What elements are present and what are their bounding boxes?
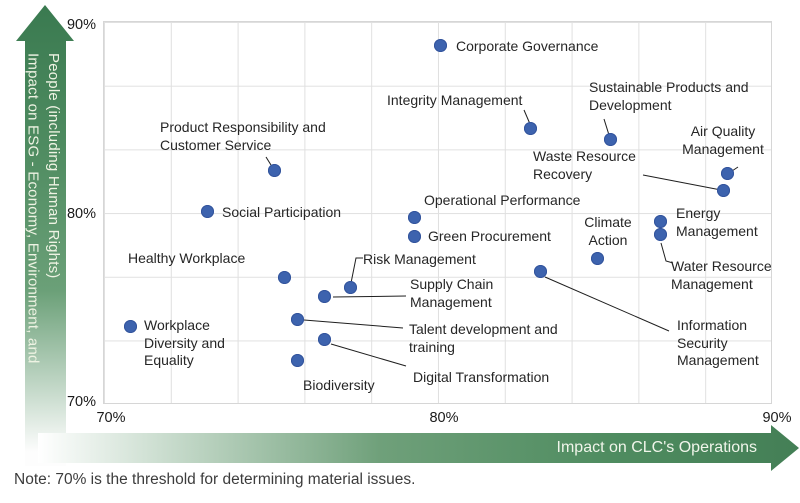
point-label-talent-development-and-training: Talent development and training <box>409 321 558 355</box>
leader-line-sustainable-products-and-development <box>603 118 610 136</box>
point-label-corporate-governance: Corporate Governance <box>456 38 599 54</box>
data-point-operational-performance <box>407 210 421 224</box>
point-label-water-resource-management: Water Resource Management <box>671 258 772 292</box>
data-point-sustainable-products-and-development <box>604 133 617 147</box>
point-label-risk-management: Risk Management <box>363 251 476 267</box>
plot-area <box>103 21 772 404</box>
x-tick-label: 90% <box>762 410 792 426</box>
point-label-integrity-management: Integrity Management <box>387 92 523 108</box>
point-label-information-security-management: Information Security Management <box>677 317 759 368</box>
y-tick-label: 90% <box>66 17 96 33</box>
point-label-green-procurement: Green Procurement <box>428 228 551 244</box>
data-point-integrity-management <box>524 122 538 136</box>
point-label-supply-chain-management: Supply Chain Management <box>410 276 494 310</box>
data-point-climate-action <box>590 252 604 266</box>
point-label-social-participation: Social Participation <box>222 204 342 220</box>
threshold-note: Note: 70% is the threshold for determini… <box>14 471 416 488</box>
data-point-risk-management <box>344 280 358 294</box>
leader-line-talent-development-and-training <box>303 319 404 329</box>
leader-line-digital-transformation <box>330 343 407 367</box>
leader-line-information-security-management <box>544 276 670 332</box>
data-point-energy-management <box>653 214 667 228</box>
data-point-social-participation <box>201 205 215 219</box>
point-label-air-quality-management: Air Quality Management <box>682 123 764 157</box>
y-tick-label: 80% <box>66 205 96 222</box>
point-label-energy-management: Energy Management <box>676 205 758 239</box>
y-axis-arrow <box>16 5 74 466</box>
data-point-air-quality-management <box>720 167 734 181</box>
x-tick-label: 80% <box>429 410 459 426</box>
data-point-waste-resource-recovery <box>717 184 731 198</box>
leader-line-integrity-management <box>523 109 531 125</box>
data-point-supply-chain-management <box>317 289 331 303</box>
data-point-talent-development-and-training <box>290 312 304 326</box>
leader-line-product-responsibility-and-customer-service <box>265 156 272 166</box>
point-label-digital-transformation: Digital Transformation <box>413 369 550 385</box>
y-tick-label: 70% <box>66 394 96 410</box>
leader-line-water-resource-management <box>660 242 674 264</box>
data-point-corporate-governance <box>434 39 448 53</box>
x-axis-title: Impact on CLC's Operations <box>556 439 757 456</box>
point-label-waste-resource-recovery: Waste Resource Recovery <box>533 148 636 182</box>
point-label-workplace-diversity-and-equality: Workplace Diversity and Equality <box>144 317 225 368</box>
point-label-operational-performance: Operational Performance <box>424 192 581 208</box>
data-point-information-security-management <box>534 265 548 279</box>
point-label-product-responsibility-and-customer-service: Product Responsibility and Customer Serv… <box>160 119 326 153</box>
y-axis-title: Impact on ESG - Economy, Environment, an… <box>24 53 63 364</box>
data-point-biodiversity <box>290 354 304 368</box>
leader-line-supply-chain-management <box>332 295 407 298</box>
data-point-green-procurement <box>407 229 421 243</box>
point-label-climate-action: Climate Action <box>584 214 632 248</box>
leader-line-risk-management <box>350 257 363 284</box>
data-point-product-responsibility-and-customer-service <box>267 163 281 177</box>
x-tick-label: 70% <box>96 410 126 426</box>
data-point-healthy-workplace <box>277 271 291 285</box>
leader-line-waste-resource-recovery <box>642 174 722 191</box>
data-point-workplace-diversity-and-equality <box>124 320 138 334</box>
point-label-healthy-workplace: Healthy Workplace <box>128 250 246 266</box>
point-label-sustainable-products-and-development: Sustainable Products and Development <box>589 79 749 113</box>
x-axis-arrow <box>38 425 799 471</box>
data-point-water-resource-management <box>653 227 667 241</box>
point-label-biodiversity: Biodiversity <box>303 377 375 393</box>
data-point-digital-transformation <box>317 333 331 347</box>
